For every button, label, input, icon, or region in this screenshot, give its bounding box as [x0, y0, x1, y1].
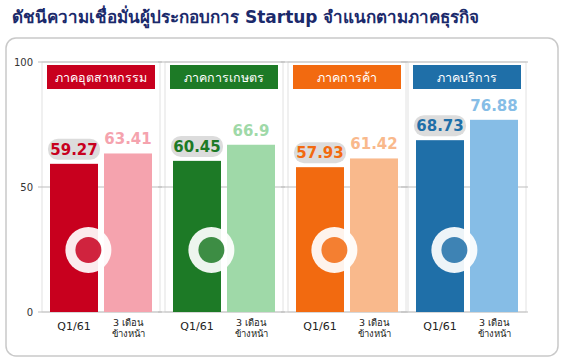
bar: [470, 120, 518, 312]
panel-header: [170, 65, 278, 89]
panel: 0 50 100 ภาคอุตสาหกรรม 59.27 63.41 Q1/61 3 เดือ…: [14, 57, 162, 339]
tick-label: 50: [20, 182, 33, 193]
category-line: 3 เดือน: [236, 317, 267, 328]
bars: [296, 158, 398, 312]
bars: [50, 153, 152, 312]
category-line: Q1/61: [180, 320, 213, 333]
panel: ภาคบริการ 68.73 76.88 Q1/61 3 เดือนข้างหน้า: [401, 62, 528, 339]
data-label: 68.73: [416, 117, 463, 135]
grid-line: [281, 62, 408, 63]
panel-title: ภาคอุตสาหกรรม: [55, 70, 147, 86]
data-label: 59.27: [50, 141, 97, 159]
category-label: Q1/61: [303, 320, 336, 333]
panel-title: ภาคการเกษตร: [184, 70, 264, 85]
category-line: 3 เดือน: [479, 317, 510, 328]
label-bg: [171, 136, 223, 157]
data-label: 57.93: [296, 144, 343, 162]
tick-label: 100: [14, 57, 33, 68]
icon: [65, 227, 111, 273]
category-line: Q1/61: [303, 320, 336, 333]
category-label: 3 เดือนข้างหน้า: [478, 317, 511, 339]
panel: ภาคการเกษตร 60.45 66.9 Q1/61 3 เดือนข้างหน้า: [158, 62, 285, 339]
grid-line: [158, 62, 285, 63]
category-line: ข้างหน้า: [358, 328, 391, 339]
bar: [104, 153, 152, 312]
bars: [416, 120, 518, 312]
category-line: 3 เดือน: [113, 317, 144, 328]
bars: [173, 145, 275, 312]
icon: [188, 227, 234, 273]
category-line: 3 เดือน: [359, 317, 390, 328]
panel-header: [293, 65, 401, 89]
category-line: ข้างหน้า: [235, 328, 268, 339]
panel: ภาคการค้า 57.93 61.42 Q1/61 3 เดือนข้างหน้า: [281, 62, 408, 339]
category-line: ข้างหน้า: [112, 328, 145, 339]
panel-header: [47, 65, 155, 89]
icon: [321, 237, 347, 263]
grid-line: [38, 62, 162, 63]
data-label: 63.41: [104, 130, 151, 148]
category-line: ข้างหน้า: [478, 328, 511, 339]
panel-title: ภาคการค้า: [317, 70, 377, 85]
category-label: Q1/61: [423, 320, 456, 333]
frame: [6, 38, 558, 356]
data-label: 66.9: [232, 122, 269, 140]
label-bg: [414, 115, 466, 136]
category-label: 3 เดือนข้างหน้า: [235, 317, 268, 339]
icon: [75, 237, 101, 263]
category-label: 3 เดือนข้างหน้า: [112, 317, 145, 339]
label-bg: [48, 139, 100, 160]
icon: [441, 237, 467, 263]
category-label: Q1/61: [180, 320, 213, 333]
data-label: 76.88: [470, 97, 517, 115]
category-line: Q1/61: [423, 320, 456, 333]
category-line: Q1/61: [57, 320, 90, 333]
label-bg: [294, 142, 346, 163]
data-label: 61.42: [350, 135, 397, 153]
title: ดัชนีความเชื่อมั่นผู้ประกอบการ Startup จ…: [12, 5, 479, 29]
panel-header: [413, 65, 521, 89]
bar: [227, 145, 275, 312]
category-label: Q1/61: [57, 320, 90, 333]
panel-title: ภาคบริการ: [437, 70, 497, 85]
icon: [198, 237, 224, 263]
icon: [311, 227, 357, 273]
icon: [431, 227, 477, 273]
grid-line: [401, 62, 528, 63]
category-label: 3 เดือนข้างหน้า: [358, 317, 391, 339]
data-label: 60.45: [173, 138, 220, 156]
bar: [416, 140, 464, 312]
chart: ดัชนีความเชื่อมั่นผู้ประกอบการ Startup จ…: [0, 0, 566, 360]
bar: [350, 158, 398, 312]
tick-label: 0: [27, 307, 33, 318]
